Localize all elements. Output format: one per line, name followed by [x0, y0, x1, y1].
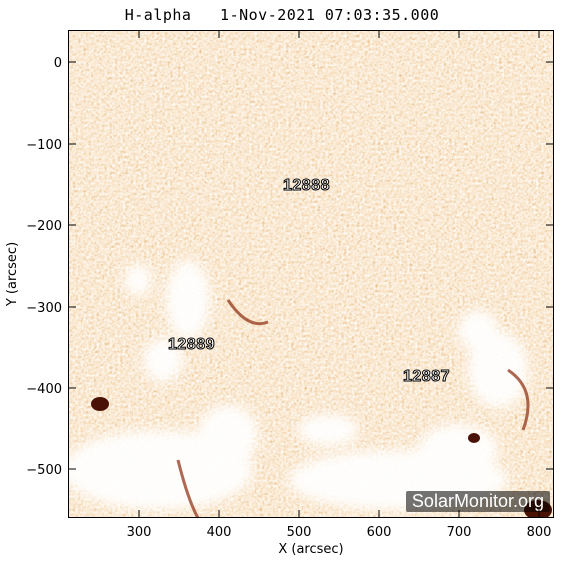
- image-title: H-alpha 1-Nov-2021 07:03:35.000: [124, 6, 440, 24]
- watermark: SolarMonitor.org: [405, 491, 550, 512]
- x-tick-label: 500: [287, 525, 312, 540]
- y-tick-label: −200: [26, 219, 62, 234]
- y-tick-label: −400: [26, 382, 62, 397]
- x-tick-label: 700: [447, 525, 472, 540]
- x-tick-label: 800: [527, 525, 552, 540]
- y-axis-title: Y (arcsec): [5, 242, 20, 307]
- y-tick-label: 0: [54, 56, 62, 71]
- region-label-12888: 12888: [283, 177, 331, 195]
- region-label-12889: 12889: [168, 336, 216, 354]
- halpha-texture: [68, 30, 554, 518]
- filament-arcs: [176, 299, 530, 518]
- y-ticks: [68, 61, 554, 470]
- x-tick-label: 300: [127, 525, 152, 540]
- region-label-12887: 12887: [403, 368, 451, 386]
- x-tick-label: 600: [367, 525, 392, 540]
- y-tick-label: −300: [26, 301, 62, 316]
- y-tick-label: −100: [26, 138, 62, 153]
- solar-image: [68, 30, 554, 518]
- x-tick-label: 400: [207, 525, 232, 540]
- x-axis-title: X (arcsec): [278, 542, 343, 557]
- x-ticks: [138, 30, 540, 518]
- y-tick-label: −500: [26, 463, 62, 478]
